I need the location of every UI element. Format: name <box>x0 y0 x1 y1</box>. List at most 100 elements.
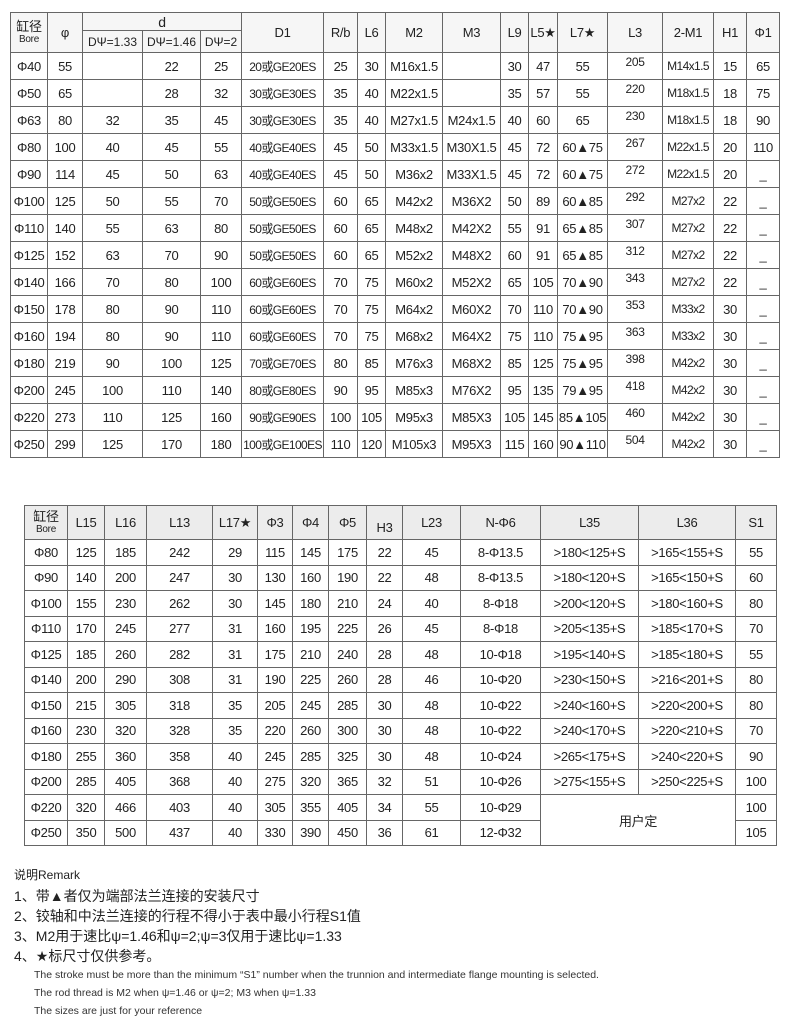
header-label: L36 <box>676 515 698 530</box>
table-cell: 145 <box>257 590 293 617</box>
table-cell: M33x2 <box>662 322 715 350</box>
table-cell: 90或GE90ES <box>241 403 325 431</box>
table-cell: 292 <box>607 187 664 215</box>
table-cell: 22 <box>713 214 748 242</box>
remark-cn-line: 4、★标尺寸仅供参考。 <box>14 948 161 964</box>
table-cell: 260 <box>104 641 147 668</box>
table-cell: 466 <box>104 794 147 821</box>
table-cell: 230 <box>67 717 105 744</box>
table-cell: Φ80 <box>10 133 48 161</box>
table-row: Φ180 219 90 100 125 70或GE70ES 80 85 M76x3 M68X2 85… <box>10 349 781 377</box>
table-cell: 90 <box>746 106 781 134</box>
table-row: Φ140 166 70 80 100 60或GE60ES 70 75 M60x2 M52X2 65 1… <box>10 268 781 296</box>
table-cell: M27x1.5 <box>385 106 444 134</box>
header-label: L23 <box>421 515 442 530</box>
table-cell: 70 <box>323 268 359 296</box>
table-cell: 110 <box>82 403 143 431</box>
header-cell: M3 <box>442 12 502 53</box>
header-cell: D1 <box>241 12 325 53</box>
table-cell: 135 <box>528 376 559 404</box>
header-cell: L17★ <box>212 505 258 540</box>
table-cell: 500 <box>104 819 147 846</box>
table-cell: 8-Φ18 <box>460 590 541 617</box>
table-cell: 18 <box>713 79 748 107</box>
table-cell: 90 <box>199 241 243 269</box>
table-cell: 40 <box>212 819 258 846</box>
table-cell: 114 <box>47 160 83 188</box>
table-cell: M48X2 <box>442 241 502 269</box>
table-cell: 80 <box>199 214 243 242</box>
table-cell: 61 <box>402 819 461 846</box>
table-cell: 70 <box>500 295 530 323</box>
table-cell: 32 <box>82 106 143 134</box>
table-cell: 245 <box>104 615 147 642</box>
table-cell: 72 <box>528 133 559 161</box>
table-cell: 48 <box>402 717 461 744</box>
table-cell: >230<150+S <box>540 666 639 693</box>
table-cell: 110 <box>746 133 781 161</box>
table-cell: Φ125 <box>10 241 48 269</box>
header-cell: Φ1 <box>746 12 781 53</box>
header-label: L35 <box>579 515 600 530</box>
table-row: Φ220 273 110 125 160 90或GE90ES 100 105 M95x3 M85X… <box>10 403 781 431</box>
table-cell: 282 <box>146 641 213 668</box>
table-row: Φ63 80 32 35 45 30或GE30ES 35 40 M27x1.5 M24x1.5 40… <box>10 106 781 134</box>
table-cell: 79▲95 <box>557 376 609 404</box>
table-cell: 22 <box>366 564 403 591</box>
table-cell: Φ80 <box>24 539 68 566</box>
table-cell: 65▲85 <box>557 214 609 242</box>
table-cell: 35 <box>212 692 258 719</box>
header-cell: R/b <box>323 12 359 53</box>
table-cell: 418 <box>607 376 664 404</box>
table-cell: 60 <box>323 214 359 242</box>
header-label: L15 <box>75 515 97 530</box>
table-cell: Φ160 <box>10 322 48 350</box>
table-cell: M18x1.5 <box>662 106 715 134</box>
table-cell: 450 <box>328 819 367 846</box>
table-row: Φ160 230 320 328 35 220 260 300 30 48 10-Φ22 >240<1… <box>24 717 777 744</box>
table-row: Φ100 155 230 262 30 145 180 210 24 40 8-Φ18 >200<12… <box>24 590 777 617</box>
table-cell: 285 <box>292 743 329 770</box>
table-row: Φ90 114 45 50 63 40或GE40ES 45 50 M36x2 M33X1.5 45 7… <box>10 160 781 188</box>
table-cell: 75 <box>500 322 530 350</box>
table-cell: >275<155+S <box>540 768 639 795</box>
header-d-sub: DΨ=1.33 <box>82 30 143 53</box>
table-cell: 80 <box>142 268 201 296</box>
table-cell: 242 <box>146 539 213 566</box>
table-cell: Φ125 <box>24 641 68 668</box>
table-cell: 10-Φ18 <box>460 641 541 668</box>
table-cell: 65 <box>357 187 387 215</box>
table-cell: 398 <box>607 349 664 377</box>
table-cell: >205<135+S <box>540 615 639 642</box>
table-cell: 80 <box>735 692 777 719</box>
table-cell: 60 <box>500 241 530 269</box>
dimension-table-1: 缸径 Bore φ d D1 R/b L6 M2 M3 L9 L5★ L7★ L3 2-M1 H1 Φ… <box>10 12 781 458</box>
header-cell: S1 <box>735 505 777 540</box>
table-cell: _ <box>746 349 781 377</box>
table-cell: 60▲75 <box>557 133 609 161</box>
header-label: L17★ <box>218 514 252 530</box>
table-header: 缸径 Bore φ d D1 R/b L6 M2 M3 L9 L5★ L7★ L3 2-M1 H1 Φ… <box>10 12 781 53</box>
table-cell: M95x3 <box>385 403 444 431</box>
table-cell: >185<170+S <box>638 615 736 642</box>
table-cell: 45 <box>323 160 359 188</box>
table-cell: 140 <box>67 564 105 591</box>
header-label: L13 <box>169 515 190 530</box>
table-cell: 100或GE100ES <box>241 430 325 458</box>
table-cell: M33x2 <box>662 295 715 323</box>
table-cell: Φ180 <box>10 349 48 377</box>
table-cell: 355 <box>292 794 329 821</box>
table-cell: 260 <box>328 666 367 693</box>
table-cell: 140 <box>199 376 243 404</box>
table-cell: 20 <box>713 133 748 161</box>
table-cell: 110 <box>323 430 359 458</box>
table-cell: 125 <box>142 403 201 431</box>
table-cell: 75 <box>357 322 387 350</box>
table-row: Φ50 65 28 32 30或GE30ES 35 40 M22x1.5 35 57 55 220 M1… <box>10 79 781 107</box>
table-cell: 125 <box>199 349 243 377</box>
table-cell: 305 <box>257 794 293 821</box>
remark-en-line: The stroke must be more than the minimum… <box>34 969 599 981</box>
table-row: Φ200 285 405 368 40 275 320 365 32 51 10-Φ26 >275<1… <box>24 768 777 795</box>
table-cell: 328 <box>146 717 213 744</box>
table-cell: 48 <box>402 564 461 591</box>
